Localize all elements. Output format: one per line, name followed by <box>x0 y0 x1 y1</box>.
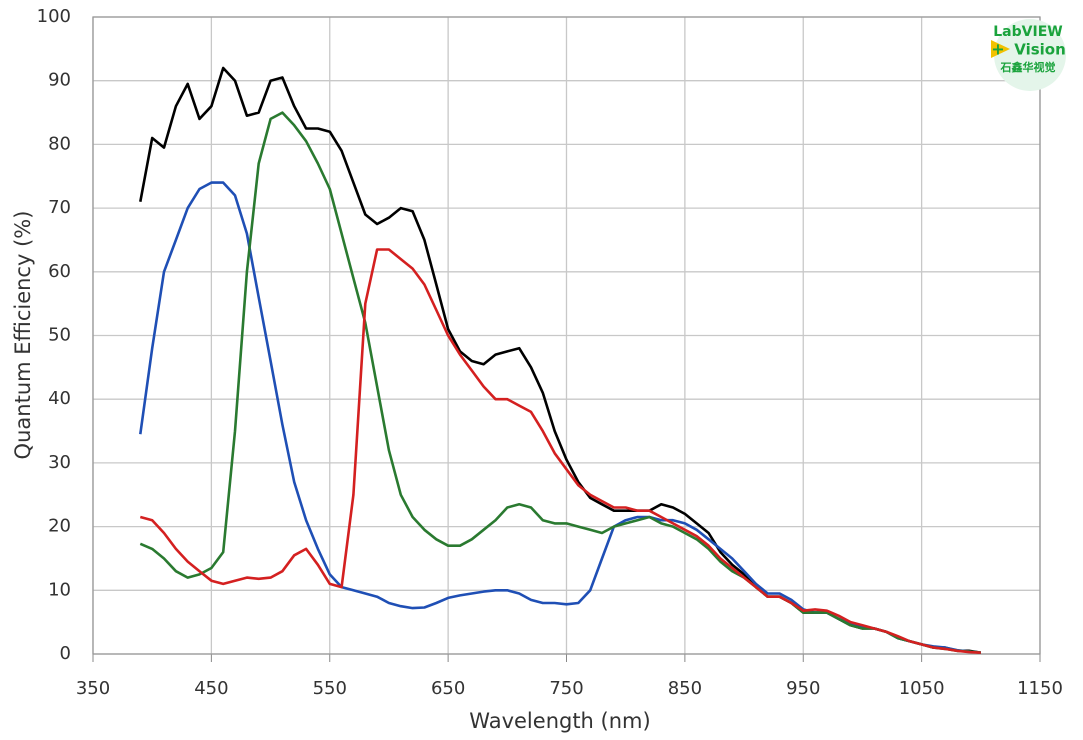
y-tick-label: 10 <box>48 579 71 600</box>
x-tick-label: 850 <box>668 678 702 699</box>
y-tick-label: 0 <box>60 643 71 664</box>
logo-text: Vision <box>1014 41 1066 59</box>
x-tick-label: 950 <box>786 678 820 699</box>
x-tick-label: 550 <box>313 678 347 699</box>
logo: LabVIEW + Vision 石鑫华视觉 <box>991 19 1066 91</box>
logo-arrow <box>991 40 1010 58</box>
y-tick-label: 100 <box>37 6 71 27</box>
y-tick-label: 50 <box>48 325 71 346</box>
series-line <box>139 248 981 654</box>
logo-text: LabVIEW <box>993 24 1062 40</box>
y-tick-label: 40 <box>48 388 71 409</box>
y-tick-label: 80 <box>48 133 71 154</box>
logo-plus: + <box>991 40 1004 59</box>
x-tick-label: 350 <box>76 678 110 699</box>
logo-badge <box>994 19 1066 91</box>
y-axis-label: Quantum Efficiency (%) <box>11 211 35 460</box>
series-line <box>139 111 981 654</box>
y-tick-label: 60 <box>48 261 71 282</box>
x-tick-label: 650 <box>431 678 465 699</box>
x-tick-label: 750 <box>549 678 583 699</box>
x-axis-label: Wavelength (nm) <box>469 709 650 733</box>
y-tick-label: 70 <box>48 197 71 218</box>
logo-text: 石鑫华视觉 <box>1000 60 1056 74</box>
y-tick-label: 20 <box>48 516 71 537</box>
x-tick-label: 1050 <box>899 678 945 699</box>
y-tick-label: 90 <box>48 70 71 91</box>
y-tick-label: 30 <box>48 452 71 473</box>
x-tick-label: 450 <box>194 678 228 699</box>
x-tick-label: 1150 <box>1017 678 1063 699</box>
plot-frame <box>92 16 1041 655</box>
